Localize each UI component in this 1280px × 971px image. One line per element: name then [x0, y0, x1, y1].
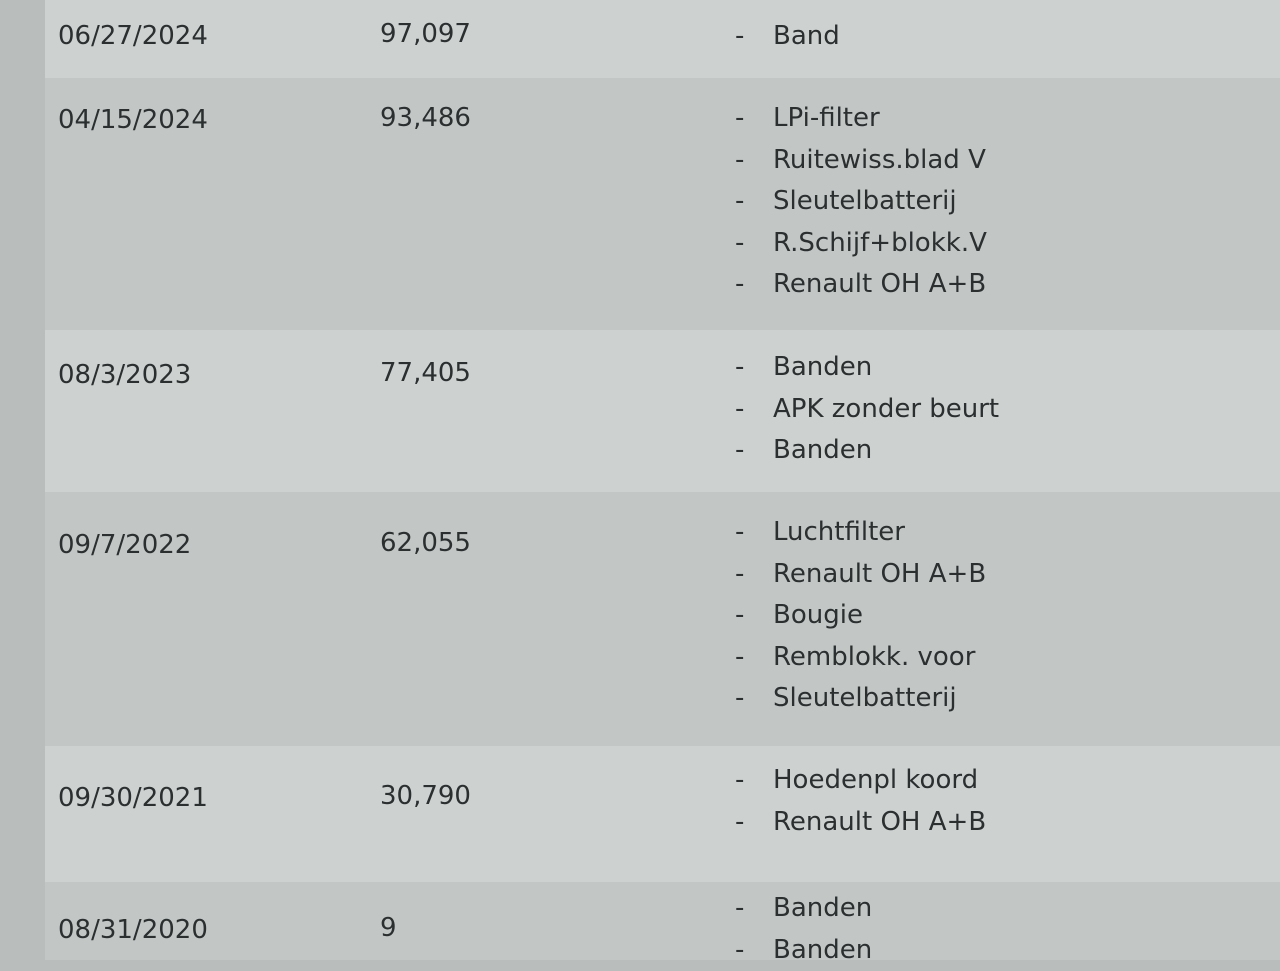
- table-row: 06/27/2024 97,097 -Band: [45, 0, 1280, 78]
- service-items-list: -Banden-Banden: [735, 888, 872, 971]
- mileage: 93,486: [380, 98, 471, 139]
- service-item-label: Renault OH A+B: [773, 269, 986, 299]
- service-item-label: Renault OH A+B: [773, 807, 986, 837]
- service-item-label: Sleutelbatterij: [773, 683, 957, 713]
- list-item: -Renault OH A+B: [735, 802, 986, 844]
- dash-bullet-icon: -: [735, 181, 744, 222]
- table-row: 08/31/2020 9 -Banden-Banden: [45, 882, 1280, 960]
- dash-bullet-icon: -: [735, 595, 744, 636]
- dash-bullet-icon: -: [735, 512, 744, 553]
- list-item: -R.Schijf+blokk.V: [735, 223, 987, 265]
- service-item-label: Renault OH A+B: [773, 559, 986, 589]
- mileage: 30,790: [380, 776, 471, 817]
- service-item-label: Band: [773, 21, 840, 51]
- dash-bullet-icon: -: [735, 16, 744, 57]
- mileage: 77,405: [380, 353, 471, 394]
- service-items-list: -Band: [735, 16, 840, 58]
- mileage: 9: [380, 908, 397, 949]
- service-item-label: Banden: [773, 893, 872, 923]
- service-item-label: Banden: [773, 435, 872, 465]
- dash-bullet-icon: -: [735, 430, 744, 471]
- service-items-list: -LPi-filter-Ruitewiss.blad V-Sleutelbatt…: [735, 98, 987, 306]
- service-date: 08/31/2020: [58, 910, 208, 951]
- dash-bullet-icon: -: [735, 760, 744, 801]
- dash-bullet-icon: -: [735, 888, 744, 929]
- service-date: 06/27/2024: [58, 16, 208, 57]
- service-item-label: Bougie: [773, 600, 863, 630]
- mileage: 62,055: [380, 523, 471, 564]
- dash-bullet-icon: -: [735, 678, 744, 719]
- dash-bullet-icon: -: [735, 264, 744, 305]
- service-item-label: Banden: [773, 352, 872, 382]
- list-item: -APK zonder beurt: [735, 389, 999, 431]
- list-item: -LPi-filter: [735, 98, 987, 140]
- list-item: -Sleutelbatterij: [735, 678, 986, 720]
- dash-bullet-icon: -: [735, 930, 744, 971]
- list-item: -Remblokk. voor: [735, 637, 986, 679]
- dash-bullet-icon: -: [735, 223, 744, 264]
- list-item: -Renault OH A+B: [735, 264, 987, 306]
- service-item-label: R.Schijf+blokk.V: [773, 228, 987, 258]
- service-item-label: LPi-filter: [773, 103, 880, 133]
- list-item: -Band: [735, 16, 840, 58]
- list-item: -Banden: [735, 888, 872, 930]
- service-item-label: Banden: [773, 935, 872, 965]
- service-items-list: -Hoedenpl koord-Renault OH A+B: [735, 760, 986, 843]
- list-item: -Renault OH A+B: [735, 554, 986, 596]
- list-item: -Banden: [735, 347, 999, 389]
- dash-bullet-icon: -: [735, 347, 744, 388]
- list-item: -Banden: [735, 930, 872, 971]
- service-item-label: Hoedenpl koord: [773, 765, 978, 795]
- service-date: 08/3/2023: [58, 355, 191, 396]
- list-item: -Sleutelbatterij: [735, 181, 987, 223]
- list-item: -Bougie: [735, 595, 986, 637]
- service-date: 09/7/2022: [58, 525, 191, 566]
- service-item-label: Luchtfilter: [773, 517, 905, 547]
- service-items-list: -Luchtfilter-Renault OH A+B-Bougie-Rembl…: [735, 512, 986, 720]
- list-item: -Banden: [735, 430, 999, 472]
- dash-bullet-icon: -: [735, 554, 744, 595]
- dash-bullet-icon: -: [735, 389, 744, 430]
- service-item-label: Ruitewiss.blad V: [773, 145, 986, 175]
- service-item-label: Remblokk. voor: [773, 642, 975, 672]
- service-item-label: Sleutelbatterij: [773, 186, 957, 216]
- dash-bullet-icon: -: [735, 637, 744, 678]
- service-item-label: APK zonder beurt: [773, 394, 999, 424]
- service-date: 04/15/2024: [58, 100, 208, 141]
- list-item: -Luchtfilter: [735, 512, 986, 554]
- dash-bullet-icon: -: [735, 140, 744, 181]
- list-item: -Ruitewiss.blad V: [735, 140, 987, 182]
- mileage: 97,097: [380, 14, 471, 55]
- service-date: 09/30/2021: [58, 778, 208, 819]
- list-item: -Hoedenpl koord: [735, 760, 986, 802]
- dash-bullet-icon: -: [735, 802, 744, 843]
- service-items-list: -Banden-APK zonder beurt-Banden: [735, 347, 999, 472]
- dash-bullet-icon: -: [735, 98, 744, 139]
